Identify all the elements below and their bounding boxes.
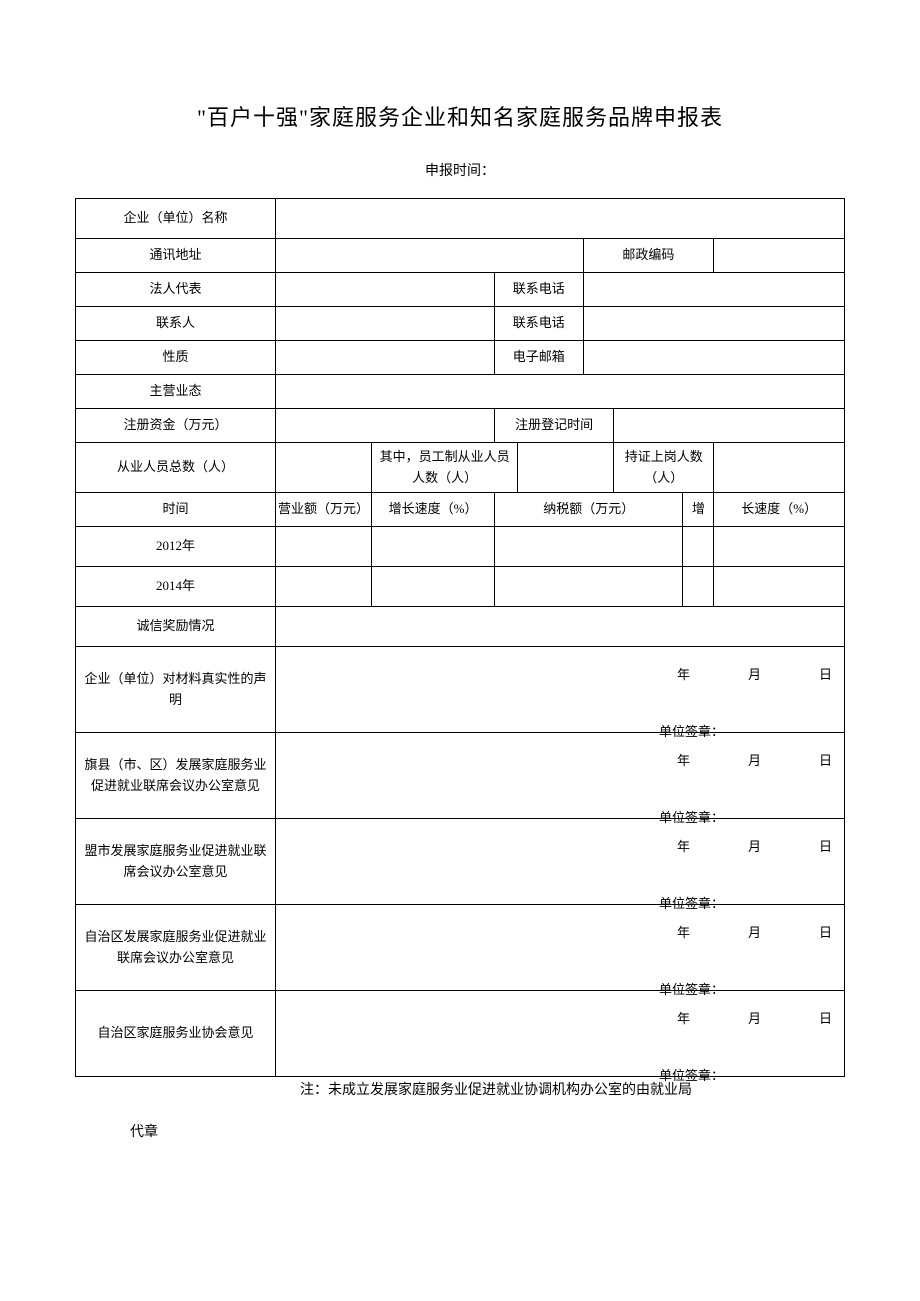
signature-date: 年月日 bbox=[276, 751, 844, 772]
stamp-label: 单位签章： bbox=[659, 894, 724, 915]
stamp-label: 单位签章： bbox=[659, 980, 724, 1001]
label-credit-award: 诚信奖励情况 bbox=[76, 607, 276, 647]
stamp-label: 单位签章： bbox=[659, 1066, 724, 1087]
footer-note-line1: 注：未成立发展家庭服务业促进就业协调机构办公室的由就业局 bbox=[75, 1079, 845, 1099]
label-region-opinion: 自治区发展家庭服务业促进就业联席会议办公室意见 bbox=[76, 905, 276, 991]
label-address: 通讯地址 bbox=[76, 239, 276, 273]
label-main-business: 主营业态 bbox=[76, 375, 276, 409]
label-contact-phone: 联系电话 bbox=[495, 273, 583, 307]
label-nature: 性质 bbox=[76, 341, 276, 375]
cell-2012-growth2b bbox=[714, 527, 845, 567]
cell-region-opinion: 单位签章： 年月日 bbox=[275, 905, 844, 991]
label-postal-code: 邮政编码 bbox=[583, 239, 714, 273]
cell-company-name bbox=[275, 199, 844, 239]
cell-legal-rep bbox=[275, 273, 494, 307]
cell-contact-person bbox=[275, 307, 494, 341]
cell-2012-tax bbox=[495, 527, 683, 567]
label-email: 电子邮箱 bbox=[495, 341, 583, 375]
cell-email bbox=[583, 341, 844, 375]
label-contact-person: 联系人 bbox=[76, 307, 276, 341]
cell-2014-growth bbox=[372, 567, 495, 607]
label-growth-rate2a: 增 bbox=[683, 493, 714, 527]
stamp-label: 单位签章： bbox=[659, 722, 724, 743]
cell-reg-capital bbox=[275, 409, 494, 443]
signature-date: 年月日 bbox=[276, 923, 844, 944]
label-year-2014: 2014年 bbox=[76, 567, 276, 607]
label-legal-rep: 法人代表 bbox=[76, 273, 276, 307]
label-formal-employees: 其中，员工制从业人员人数（人） bbox=[372, 443, 518, 493]
cell-assoc-opinion: 单位签章： 年月日 bbox=[275, 991, 844, 1077]
subtitle: 申报时间： bbox=[75, 160, 845, 180]
cell-2014-tax bbox=[495, 567, 683, 607]
cell-declaration: 单位签章： 年月日 bbox=[275, 647, 844, 733]
cell-certified-employees bbox=[714, 443, 845, 493]
footer-note-line2: 代章 bbox=[75, 1121, 845, 1141]
label-reg-capital: 注册资金（万元） bbox=[76, 409, 276, 443]
cell-contact-phone2 bbox=[583, 307, 844, 341]
cell-2012-growth2a bbox=[683, 527, 714, 567]
label-company-name: 企业（单位）名称 bbox=[76, 199, 276, 239]
application-form-table: 企业（单位）名称 通讯地址 邮政编码 法人代表 联系电话 联系人 联系电话 性质… bbox=[75, 198, 845, 1077]
cell-postal-code bbox=[714, 239, 845, 273]
label-county-opinion: 旗县（市、区）发展家庭服务业促进就业联席会议办公室意见 bbox=[76, 733, 276, 819]
signature-date: 年月日 bbox=[276, 665, 844, 686]
cell-total-employees bbox=[275, 443, 371, 493]
cell-credit-award bbox=[275, 607, 844, 647]
stamp-label: 单位签章： bbox=[659, 808, 724, 829]
cell-reg-time bbox=[614, 409, 845, 443]
cell-address bbox=[275, 239, 583, 273]
label-contact-phone2: 联系电话 bbox=[495, 307, 583, 341]
label-growth-rate: 增长速度（%） bbox=[372, 493, 495, 527]
cell-formal-employees bbox=[518, 443, 614, 493]
cell-nature bbox=[275, 341, 494, 375]
cell-2014-growth2b bbox=[714, 567, 845, 607]
cell-2012-turnover bbox=[275, 527, 371, 567]
label-total-employees: 从业人员总数（人） bbox=[76, 443, 276, 493]
label-tax: 纳税额（万元） bbox=[495, 493, 683, 527]
label-time-col: 时间 bbox=[76, 493, 276, 527]
label-city-opinion: 盟市发展家庭服务业促进就业联席会议办公室意见 bbox=[76, 819, 276, 905]
cell-2014-turnover bbox=[275, 567, 371, 607]
cell-2012-growth bbox=[372, 527, 495, 567]
page-title: "百户十强"家庭服务企业和知名家庭服务品牌申报表 bbox=[75, 100, 845, 132]
label-certified-employees: 持证上岗人数（人） bbox=[614, 443, 714, 493]
signature-date: 年月日 bbox=[276, 837, 844, 858]
cell-2014-growth2a bbox=[683, 567, 714, 607]
label-reg-time: 注册登记时间 bbox=[495, 409, 614, 443]
label-declaration: 企业（单位）对材料真实性的声明 bbox=[76, 647, 276, 733]
cell-main-business bbox=[275, 375, 844, 409]
cell-city-opinion: 单位签章： 年月日 bbox=[275, 819, 844, 905]
label-growth-rate2b: 长速度（%） bbox=[714, 493, 845, 527]
label-turnover: 营业额（万元） bbox=[275, 493, 371, 527]
cell-county-opinion: 单位签章： 年月日 bbox=[275, 733, 844, 819]
label-assoc-opinion: 自治区家庭服务业协会意见 bbox=[76, 991, 276, 1077]
label-year-2012: 2012年 bbox=[76, 527, 276, 567]
signature-date: 年月日 bbox=[276, 1009, 844, 1030]
cell-contact-phone bbox=[583, 273, 844, 307]
